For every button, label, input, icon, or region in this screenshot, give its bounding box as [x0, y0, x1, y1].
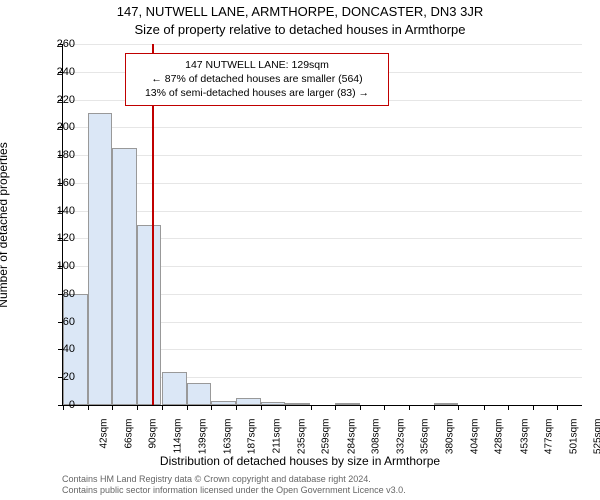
xtick-mark: [187, 405, 188, 410]
histogram-bar: [187, 383, 212, 405]
histogram-bar: [236, 398, 261, 405]
ytick-label: 100: [45, 260, 75, 272]
grid-line: [63, 155, 582, 156]
title-main: 147, NUTWELL LANE, ARMTHORPE, DONCASTER,…: [0, 4, 600, 19]
ytick-label: 200: [45, 121, 75, 133]
xtick-mark: [162, 405, 163, 410]
xtick-mark: [311, 405, 312, 410]
ytick-label: 140: [45, 205, 75, 217]
xtick-mark: [285, 405, 286, 410]
xtick-label: 42sqm: [99, 419, 110, 463]
xtick-label: 259sqm: [321, 419, 332, 463]
annotation-line: ← 87% of detached houses are smaller (56…: [134, 72, 380, 86]
xtick-mark: [261, 405, 262, 410]
ytick-label: 20: [45, 371, 75, 383]
y-axis-title: Number of detached properties: [0, 142, 10, 307]
ytick-label: 180: [45, 149, 75, 161]
histogram-bar: [112, 148, 137, 405]
xtick-mark: [508, 405, 509, 410]
histogram-bar: [162, 372, 187, 405]
xtick-label: 66sqm: [123, 419, 134, 463]
ytick-label: 40: [45, 343, 75, 355]
histogram-bar: [137, 225, 162, 406]
ytick-label: 220: [45, 94, 75, 106]
histogram-plot: 147 NUTWELL LANE: 129sqm← 87% of detache…: [62, 44, 582, 406]
xtick-mark: [458, 405, 459, 410]
xtick-label: 139sqm: [198, 419, 209, 463]
footer-attribution: Contains HM Land Registry data © Crown c…: [62, 474, 406, 496]
annotation-box: 147 NUTWELL LANE: 129sqm← 87% of detache…: [125, 53, 389, 106]
xtick-label: 356sqm: [420, 419, 431, 463]
xtick-label: 332sqm: [395, 419, 406, 463]
histogram-bar: [335, 403, 360, 405]
grid-line: [63, 127, 582, 128]
xtick-label: 308sqm: [371, 419, 382, 463]
xtick-label: 187sqm: [247, 419, 258, 463]
title-sub: Size of property relative to detached ho…: [0, 22, 600, 37]
annotation-line: 147 NUTWELL LANE: 129sqm: [134, 58, 380, 72]
xtick-mark: [434, 405, 435, 410]
grid-line: [63, 183, 582, 184]
xtick-mark: [360, 405, 361, 410]
footer-line1: Contains HM Land Registry data © Crown c…: [62, 474, 406, 485]
xtick-label: 525sqm: [593, 419, 600, 463]
xtick-mark: [533, 405, 534, 410]
histogram-bar: [88, 113, 113, 405]
histogram-bar: [211, 401, 236, 405]
xtick-label: 501sqm: [568, 419, 579, 463]
xtick-label: 380sqm: [445, 419, 456, 463]
xtick-mark: [384, 405, 385, 410]
xtick-mark: [236, 405, 237, 410]
ytick-label: 0: [45, 399, 75, 411]
xtick-label: 114sqm: [172, 419, 183, 463]
xtick-label: 477sqm: [544, 419, 555, 463]
xtick-mark: [409, 405, 410, 410]
xtick-label: 404sqm: [469, 419, 480, 463]
xtick-label: 90sqm: [148, 419, 159, 463]
xtick-label: 428sqm: [494, 419, 505, 463]
footer-line2: Contains public sector information licen…: [62, 485, 406, 496]
grid-line: [63, 44, 582, 45]
xtick-mark: [211, 405, 212, 410]
xtick-label: 211sqm: [272, 419, 283, 463]
ytick-label: 120: [45, 232, 75, 244]
xtick-mark: [335, 405, 336, 410]
xtick-label: 453sqm: [519, 419, 530, 463]
xtick-label: 235sqm: [296, 419, 307, 463]
histogram-bar: [285, 403, 310, 405]
ytick-label: 60: [45, 316, 75, 328]
histogram-bar: [261, 402, 286, 405]
grid-line: [63, 211, 582, 212]
ytick-label: 80: [45, 288, 75, 300]
ytick-label: 160: [45, 177, 75, 189]
xtick-mark: [88, 405, 89, 410]
xtick-label: 284sqm: [346, 419, 357, 463]
xtick-mark: [137, 405, 138, 410]
ytick-label: 260: [45, 38, 75, 50]
ytick-label: 240: [45, 66, 75, 78]
xtick-mark: [484, 405, 485, 410]
xtick-mark: [112, 405, 113, 410]
annotation-line: 13% of semi-detached houses are larger (…: [134, 86, 380, 100]
histogram-bar: [434, 403, 459, 405]
xtick-mark: [557, 405, 558, 410]
xtick-label: 163sqm: [222, 419, 233, 463]
